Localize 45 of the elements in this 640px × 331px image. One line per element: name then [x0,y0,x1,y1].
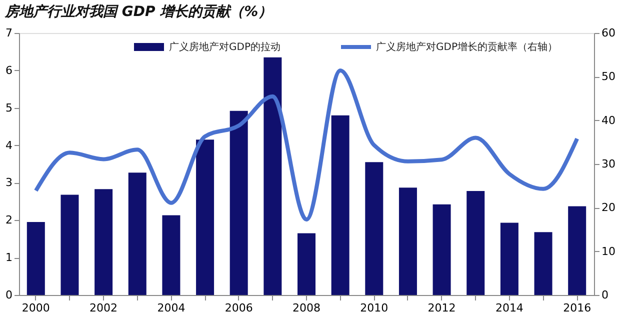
bar [331,115,350,295]
x-tick-label: 2012 [428,302,456,314]
bar [365,162,384,295]
bar [196,140,214,295]
x-tick-label: 2000 [22,302,50,314]
x-tick-label: 2006 [224,302,253,314]
y2-tick-label: 50 [602,70,616,84]
legend-label: 广义房地产对GDP的拉动 [169,41,280,53]
y-tick-label: 1 [6,251,12,264]
x-tick-label: 2008 [292,302,320,314]
y-tick-label: 4 [6,138,12,152]
y2-tick-label: 60 [602,26,616,40]
x-tick-label: 2010 [360,302,388,314]
bar [500,222,518,295]
bar [298,233,316,295]
y-tick-label: 5 [6,101,12,114]
bar [162,215,180,295]
y-tick-label: 0 [6,288,12,302]
bar [128,172,146,295]
legend-label: 广义房地产对GDP增长的贡献率（右轴） [376,41,558,53]
y2-tick-label: 0 [602,288,608,302]
bar [94,189,113,295]
bar [466,190,485,295]
bar [398,188,417,295]
y-tick-label: 6 [6,64,12,77]
y2-tick-label: 30 [602,158,616,170]
x-tick-label: 2014 [495,302,524,314]
bar [264,57,282,295]
bar [230,110,248,295]
bar [26,222,45,295]
bar [60,194,79,295]
y-tick-label: 2 [6,214,12,227]
bar [432,204,451,295]
y-tick-label: 3 [6,176,12,190]
y2-tick-label: 20 [602,201,616,214]
chart-title: 房地产行业对我国 GDP 增长的贡献（%） [4,3,272,20]
x-tick-label: 2004 [157,302,186,314]
x-tick-label: 2002 [90,302,118,314]
x-tick-label: 2016 [563,302,592,314]
y2-tick-label: 10 [602,244,616,258]
y-tick-label: 7 [6,26,12,40]
line-series [34,68,580,222]
y2-tick-label: 40 [602,114,616,127]
bar [534,232,552,295]
bar [568,206,586,295]
